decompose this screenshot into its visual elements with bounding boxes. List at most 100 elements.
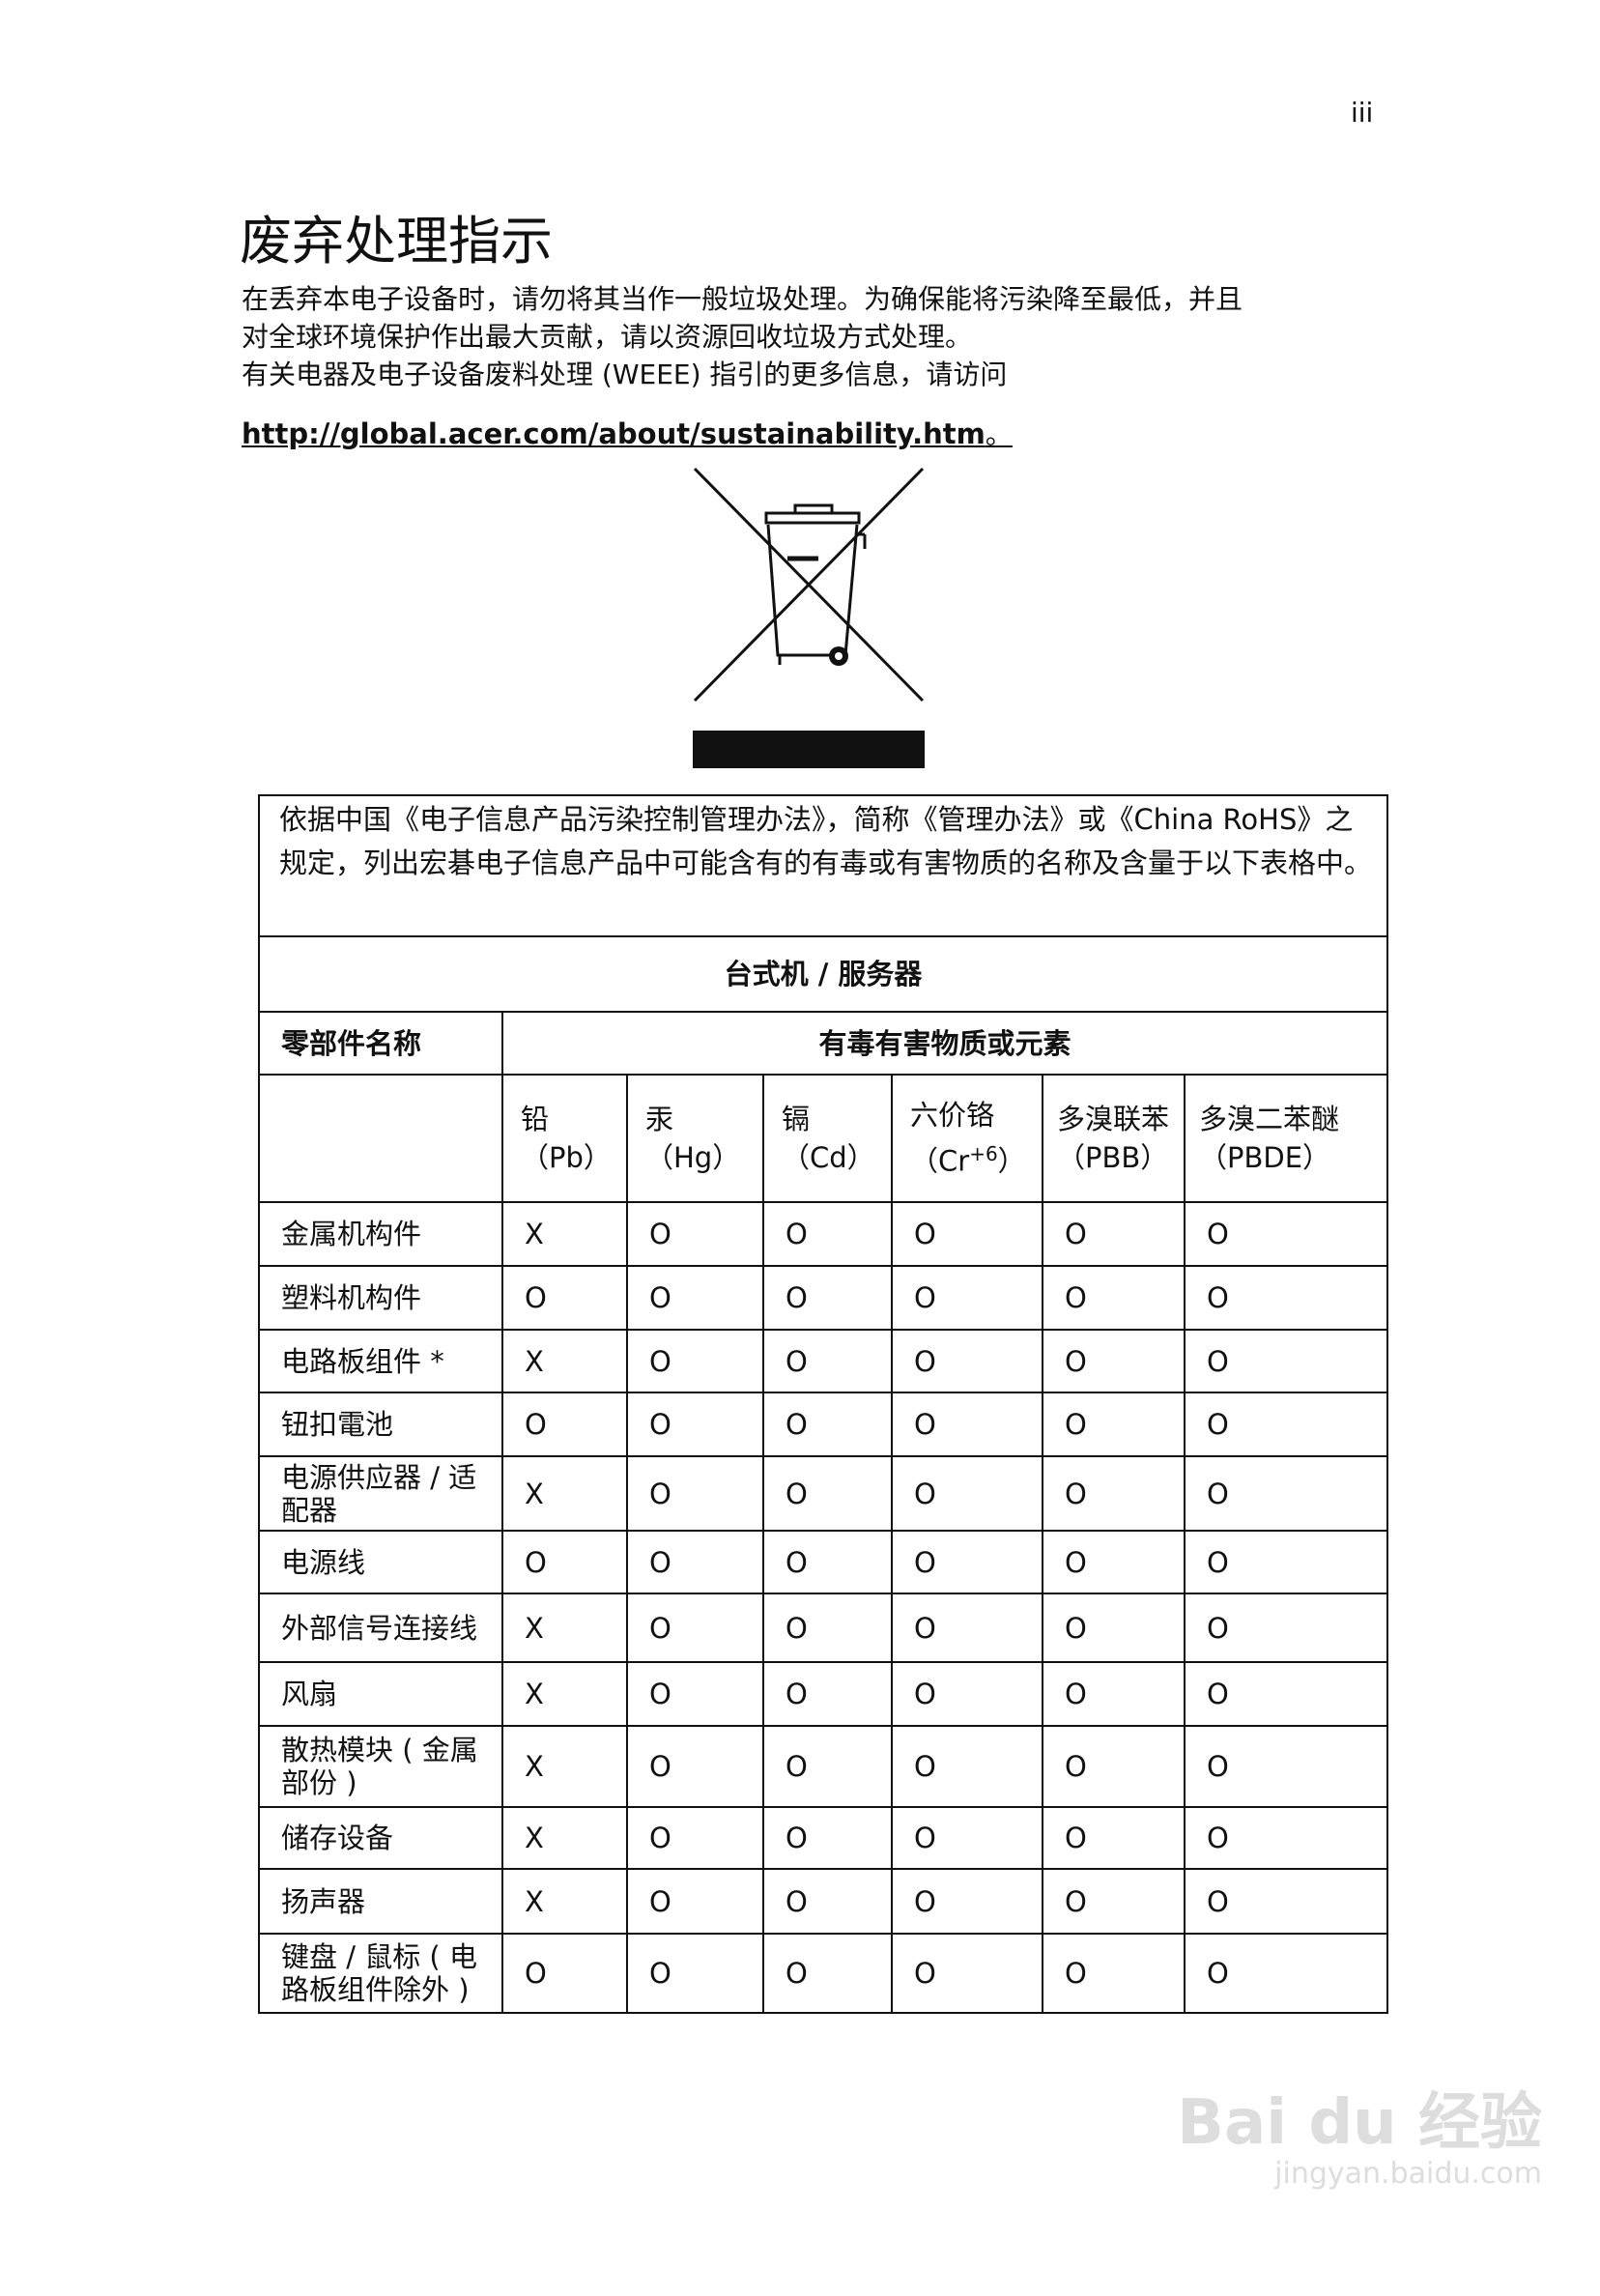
substance-value: O bbox=[891, 1593, 1043, 1663]
part-name: 键盘 / 鼠标 ( 电路板组件除外 ) bbox=[258, 1933, 503, 2014]
part-name: 电源线 bbox=[258, 1530, 503, 1594]
substance-value: X bbox=[501, 1725, 628, 1808]
substance-name: 汞 bbox=[645, 1103, 674, 1135]
substance-value: O bbox=[501, 1265, 628, 1331]
page-number: iii bbox=[1351, 97, 1374, 129]
substance-value: O bbox=[626, 1593, 764, 1663]
substance-value: O bbox=[1042, 1725, 1186, 1808]
substance-value: O bbox=[762, 1455, 893, 1532]
substance-value: O bbox=[626, 1455, 764, 1532]
paragraph-line: 在丢弃本电子设备时，请勿将其当作一般垃圾处理。为确保能将污染降至最低，并且 bbox=[242, 283, 1243, 315]
substance-value: O bbox=[626, 1530, 764, 1594]
substance-value: X bbox=[501, 1806, 628, 1870]
substance-value: O bbox=[1042, 1201, 1186, 1267]
substance-value: X bbox=[501, 1329, 628, 1393]
watermark-brand: Bai du 经验 bbox=[1177, 2087, 1542, 2159]
table-row: 散热模块 ( 金属部份 ) X O O O O O bbox=[258, 1725, 1389, 1808]
substance-value: O bbox=[891, 1530, 1043, 1594]
substance-column-header: 六价铬 （Cr+6） bbox=[891, 1074, 1043, 1203]
substance-value: O bbox=[891, 1868, 1043, 1935]
part-name: 风扇 bbox=[258, 1661, 503, 1727]
empty-header-cell bbox=[258, 1074, 503, 1203]
substance-value: O bbox=[626, 1392, 764, 1457]
part-name: 金属机构件 bbox=[258, 1201, 503, 1267]
symbol-text: （PBB） bbox=[1057, 1141, 1169, 1174]
sustainability-link-line: http://global.acer.com/about/sustainabil… bbox=[242, 414, 1013, 452]
substance-value: O bbox=[1183, 1933, 1389, 2014]
substance-value: O bbox=[1042, 1933, 1186, 2014]
table-row: 金属机构件 X O O O O O bbox=[258, 1201, 1389, 1267]
substance-value: X bbox=[501, 1455, 628, 1532]
substance-symbol: （Cr+6） bbox=[910, 1134, 1042, 1181]
part-name: 储存设备 bbox=[258, 1806, 503, 1870]
substance-value: O bbox=[762, 1530, 893, 1594]
table-row: 塑料机构件 O O O O O O bbox=[258, 1265, 1389, 1331]
table-intro: 依据中国《电子信息产品污染控制管理办法》，简称《管理办法》或《China RoH… bbox=[257, 794, 1389, 937]
substance-name: 多溴二苯醚 bbox=[1199, 1103, 1340, 1135]
table-section-title: 台式机 / 服务器 bbox=[257, 935, 1389, 1013]
substance-value: O bbox=[1042, 1392, 1186, 1457]
part-name: 扬声器 bbox=[258, 1868, 503, 1935]
crossed-out-wheelie-bin-icon bbox=[693, 467, 925, 703]
substance-value: O bbox=[626, 1201, 764, 1267]
table-row: 储存设备 X O O O O O bbox=[258, 1806, 1389, 1870]
substance-value: O bbox=[1183, 1868, 1389, 1935]
substance-value: O bbox=[1183, 1392, 1389, 1457]
substance-value: O bbox=[891, 1201, 1043, 1267]
substance-value: X bbox=[501, 1201, 628, 1267]
substance-value: O bbox=[1183, 1329, 1389, 1393]
substance-name: 六价铬 bbox=[910, 1099, 995, 1133]
substance-value: O bbox=[891, 1455, 1043, 1532]
substance-value: O bbox=[626, 1806, 764, 1870]
substance-value: O bbox=[762, 1392, 893, 1457]
part-name: 电源供应器 / 适配器 bbox=[258, 1455, 503, 1532]
substance-value: O bbox=[1183, 1661, 1389, 1727]
substance-value: O bbox=[626, 1933, 764, 2014]
substance-name: 铅 bbox=[521, 1103, 550, 1135]
substance-symbol: （PBDE） bbox=[1199, 1138, 1386, 1177]
weee-marking-bar bbox=[693, 731, 925, 768]
substance-value: O bbox=[626, 1661, 764, 1727]
substance-value: O bbox=[891, 1933, 1043, 2014]
sustainability-link[interactable]: http://global.acer.com/about/sustainabil… bbox=[242, 417, 986, 450]
substance-value: O bbox=[1183, 1806, 1389, 1870]
substance-column-header: 多溴二苯醚 （PBDE） bbox=[1183, 1074, 1389, 1203]
substance-value: O bbox=[1183, 1725, 1389, 1808]
substance-value: O bbox=[1183, 1455, 1389, 1532]
table-row: 风扇 X O O O O O bbox=[258, 1661, 1389, 1727]
substance-header: 有毒有害物质或元素 bbox=[500, 1011, 1389, 1076]
substance-column-header: 铅 （Pb） bbox=[501, 1074, 628, 1203]
table-row: 电路板组件 * X O O O O O bbox=[258, 1329, 1389, 1393]
substance-column-header: 镉 （Cd） bbox=[762, 1074, 893, 1203]
substance-value: O bbox=[891, 1329, 1043, 1393]
symbol-end: ） bbox=[997, 1144, 1026, 1178]
symbol-superscript: +6 bbox=[969, 1142, 998, 1166]
substance-name: 多溴联苯 bbox=[1057, 1103, 1170, 1135]
substance-value: O bbox=[1183, 1593, 1389, 1663]
substance-value: O bbox=[762, 1593, 893, 1663]
part-name: 塑料机构件 bbox=[258, 1265, 503, 1331]
substance-value: O bbox=[501, 1530, 628, 1594]
symbol-text: （Cd） bbox=[782, 1141, 875, 1174]
table-row: 键盘 / 鼠标 ( 电路板组件除外 ) O O O O O O bbox=[258, 1933, 1389, 2014]
table-row: 电源供应器 / 适配器 X O O O O O bbox=[258, 1455, 1389, 1532]
substance-value: O bbox=[1042, 1329, 1186, 1393]
substance-value: O bbox=[762, 1868, 893, 1935]
substance-value: O bbox=[626, 1329, 764, 1393]
substance-value: X bbox=[501, 1661, 628, 1727]
substance-value: O bbox=[891, 1392, 1043, 1457]
substance-value: O bbox=[626, 1868, 764, 1935]
substance-value: O bbox=[626, 1725, 764, 1808]
substance-value: O bbox=[891, 1806, 1043, 1870]
substance-value: O bbox=[891, 1661, 1043, 1727]
link-tail: 。 bbox=[985, 418, 1013, 450]
symbol-text: （Cr bbox=[910, 1144, 970, 1178]
substance-value: O bbox=[501, 1933, 628, 2014]
substance-value: O bbox=[1183, 1530, 1389, 1594]
substance-value: O bbox=[762, 1329, 893, 1393]
substance-symbol: （Pb） bbox=[521, 1138, 626, 1177]
substance-value: O bbox=[626, 1265, 764, 1331]
substance-value: O bbox=[891, 1265, 1043, 1331]
substance-value: O bbox=[1183, 1265, 1389, 1331]
hazardous-substances-table: 依据中国《电子信息产品污染控制管理办法》，简称《管理办法》或《China RoH… bbox=[257, 794, 1389, 2014]
